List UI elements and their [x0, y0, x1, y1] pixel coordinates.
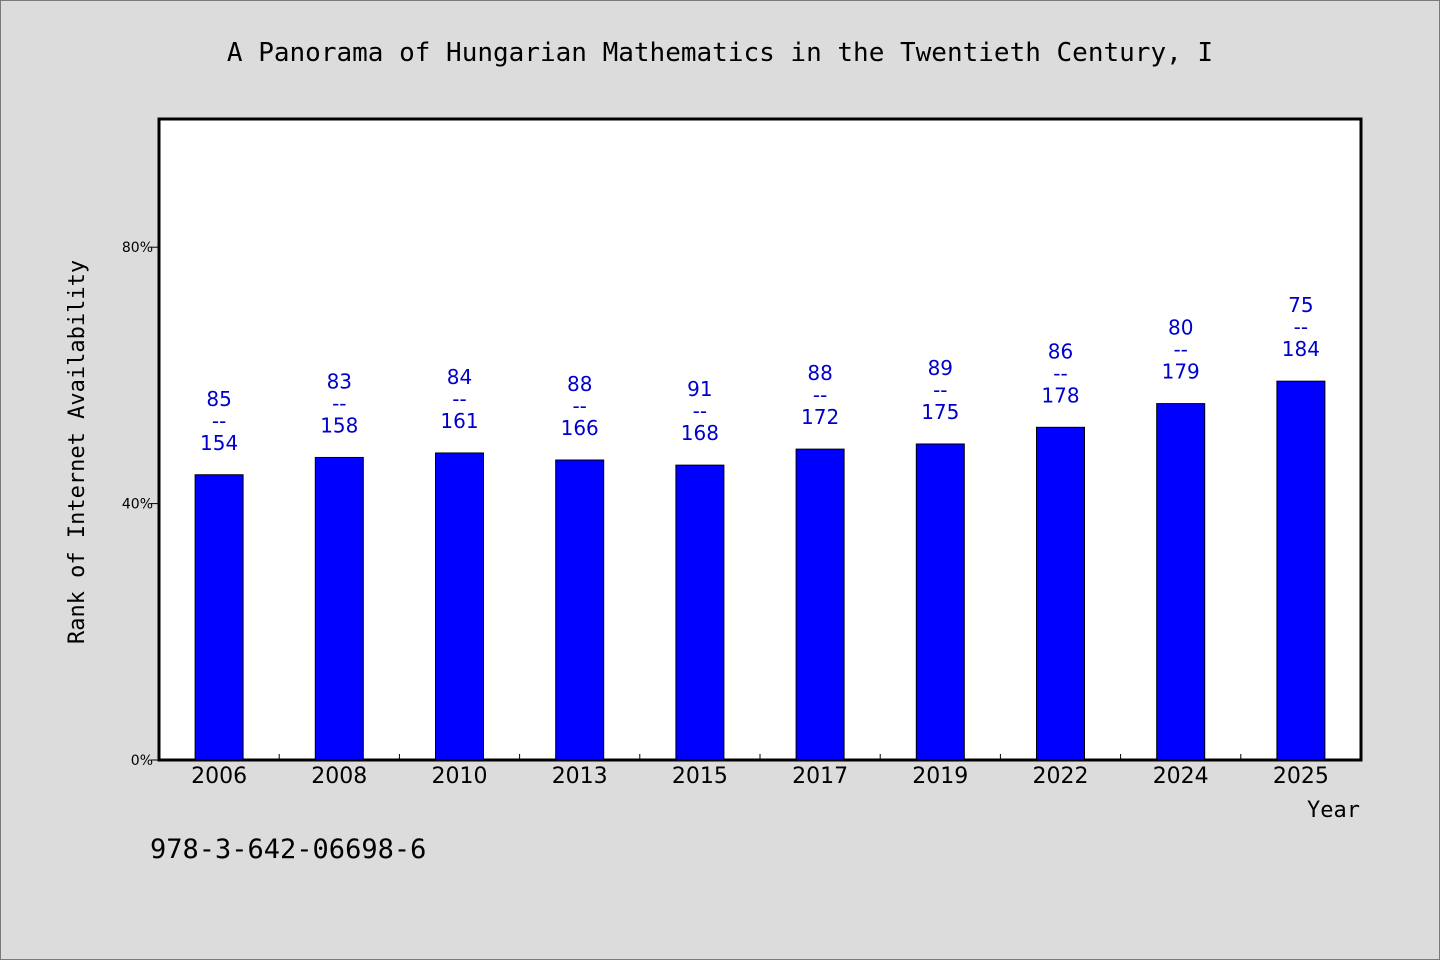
data-label: -- [933, 378, 947, 402]
bar [1036, 426, 1085, 761]
bars-layer [194, 380, 1326, 761]
data-label: -- [212, 409, 226, 433]
bar [675, 464, 725, 761]
x-tick-label: 2013 [552, 764, 608, 789]
bar [915, 443, 965, 761]
x-axis: 2006 2008 2010 2013 2015 2017 2019 2022 2024 2025 [191, 754, 1329, 789]
bar [435, 452, 484, 761]
x-tick-label: 2025 [1273, 764, 1329, 789]
bar [555, 459, 605, 761]
x-axis-title: Year [1307, 798, 1360, 823]
bar [1276, 380, 1326, 761]
data-label: 88 [807, 361, 832, 385]
bar [314, 456, 364, 761]
data-label: -- [1173, 338, 1187, 362]
data-label: 91 [687, 377, 712, 401]
data-label: 80 [1168, 316, 1193, 340]
data-label: 161 [440, 409, 478, 433]
bar [1156, 403, 1206, 761]
data-label: 179 [1162, 360, 1200, 384]
bar [795, 448, 845, 761]
data-label: 172 [801, 405, 839, 429]
data-label: 154 [200, 431, 238, 455]
data-label: 85 [206, 387, 231, 411]
x-tick-label: 2006 [191, 764, 247, 789]
data-label: 166 [561, 416, 599, 440]
data-label: -- [572, 394, 586, 418]
x-tick-label: 2010 [432, 764, 488, 789]
data-label: 168 [681, 421, 719, 445]
bar [194, 474, 244, 761]
x-tick-label: 2008 [311, 764, 367, 789]
data-label: -- [332, 391, 346, 415]
data-label: 88 [567, 372, 592, 396]
data-label: 158 [320, 413, 358, 437]
data-label: 86 [1048, 339, 1073, 363]
data-label: 175 [921, 400, 959, 424]
x-tick-label: 2024 [1153, 764, 1209, 789]
data-label: 178 [1041, 383, 1079, 407]
isbn-label: 978-3-642-06698-6 [150, 834, 427, 865]
x-tick-label: 2019 [912, 764, 968, 789]
data-label: 75 [1288, 293, 1313, 317]
data-label: 184 [1282, 337, 1320, 361]
data-label: -- [1053, 361, 1067, 385]
data-label: -- [452, 387, 466, 411]
chart-title: A Panorama of Hungarian Mathematics in t… [227, 38, 1213, 68]
x-tick-label: 2015 [672, 764, 728, 789]
data-labels-layer: 85--15483--15884--16188--16691--16888--1… [200, 293, 1320, 455]
y-tick-label: 80% [122, 240, 153, 256]
y-axis-title: Rank of Internet Availability [65, 260, 90, 644]
data-label: -- [693, 399, 707, 423]
data-label: -- [813, 383, 827, 407]
data-label: 84 [447, 365, 472, 389]
x-tick-label: 2017 [792, 764, 848, 789]
y-tick-label: 40% [122, 497, 153, 513]
y-axis: 0% 40% 80% [122, 240, 159, 769]
data-label: -- [1294, 315, 1308, 339]
x-tick-label: 2022 [1033, 764, 1089, 789]
data-label: 89 [928, 356, 953, 380]
data-label: 83 [327, 369, 352, 393]
y-tick-label: 0% [131, 753, 153, 769]
